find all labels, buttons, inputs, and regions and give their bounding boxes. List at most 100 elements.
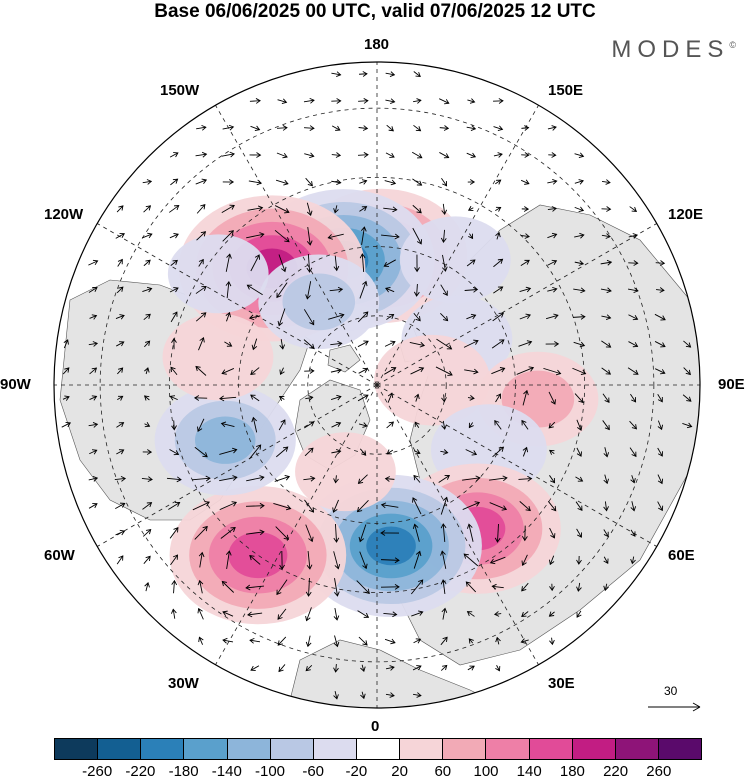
- wind-vector: [141, 476, 153, 483]
- wind-vector: [603, 556, 609, 565]
- wind-vector: [489, 475, 508, 482]
- wind-vector: [494, 523, 501, 543]
- wind-vector: [386, 124, 394, 132]
- wind-vector: [358, 98, 369, 104]
- wind-vector: [657, 501, 664, 512]
- wind-vector: [357, 311, 369, 323]
- wind-vector: [168, 502, 181, 510]
- wind-vector: [519, 286, 532, 293]
- wind-vector: [380, 530, 400, 536]
- wind-vector: [116, 286, 124, 294]
- wind-vector: [248, 314, 261, 321]
- wind-vector: [195, 365, 207, 376]
- wind-vector: [279, 367, 285, 376]
- colorbar-swatch: [141, 739, 185, 759]
- wind-vector: [330, 367, 342, 374]
- wind-vector: [333, 635, 340, 648]
- wind-vector: [386, 421, 395, 429]
- lon-label-180: 180: [364, 36, 390, 53]
- wind-vector: [520, 179, 530, 185]
- wind-vector: [220, 527, 236, 539]
- colorbar-swatch: [658, 739, 702, 759]
- wind-vector: [357, 394, 369, 402]
- colorbar-swatch: [529, 739, 573, 759]
- colorbar-ticks: -260 -220 -180 -140 -100 -60 -20 20 60 100 140 180 2…: [54, 763, 702, 781]
- wind-vector: [466, 523, 474, 542]
- wind-vector: [601, 340, 612, 348]
- wind-vector: [330, 394, 342, 401]
- wind-vector: [116, 341, 125, 347]
- wind-vector: [383, 259, 396, 267]
- meridian-line: [97, 223, 378, 386]
- wind-vector: [657, 394, 663, 403]
- wind-vector: [521, 582, 529, 592]
- wind-vector: [192, 501, 210, 511]
- colorbar-swatch: [227, 739, 271, 759]
- wind-vector: [521, 152, 530, 158]
- wind-vector: [489, 502, 508, 511]
- wind-vector: [303, 339, 315, 349]
- wind-vector: [225, 311, 231, 322]
- wind-vector: [440, 523, 447, 543]
- wind-vector: [465, 581, 477, 593]
- wind-vector: [196, 203, 206, 214]
- wind-vector: [197, 607, 204, 620]
- wind-vector: [440, 229, 447, 243]
- wind-vector: [88, 422, 99, 428]
- wind-vector: [249, 554, 261, 565]
- wind-vector: [356, 500, 369, 513]
- wind-vector: [195, 178, 208, 185]
- wind-vector: [547, 501, 557, 512]
- wind-vector: [331, 98, 342, 104]
- wind-vector: [574, 179, 584, 185]
- wind-vector: [467, 179, 476, 185]
- wind-vector: [494, 419, 502, 430]
- wind-vector: [491, 367, 506, 375]
- anomaly-cell: [162, 313, 274, 401]
- wind-vector: [655, 368, 666, 375]
- wind-vector: [385, 287, 395, 293]
- wind-vector: [225, 253, 232, 272]
- wind-vector: [221, 151, 235, 158]
- wind-vector: [657, 420, 664, 431]
- anomaly-contour: [228, 532, 288, 579]
- wind-vector: [115, 502, 126, 509]
- wind-vector: [520, 259, 530, 267]
- colorbar-tick-label: 20: [391, 763, 408, 780]
- wind-vector: [573, 287, 586, 294]
- wind-vector: [62, 395, 70, 401]
- wind-vector: [142, 449, 153, 455]
- wind-vector: [467, 205, 474, 211]
- wind-vector: [657, 474, 664, 485]
- wind-vector: [412, 178, 423, 186]
- wind-vector: [547, 206, 557, 212]
- wind-vector: [142, 502, 153, 510]
- wind-vector: [194, 446, 208, 458]
- anomaly-contour: [167, 234, 269, 314]
- colorbar-swatch: [572, 739, 616, 759]
- wind-vector: [518, 340, 533, 347]
- anomaly-cell: [258, 254, 380, 350]
- wind-vector: [466, 152, 477, 158]
- colorbar-swatch: [270, 739, 314, 759]
- wind-vector: [224, 341, 233, 347]
- wind-vector: [468, 638, 474, 644]
- wind-vector: [333, 523, 340, 543]
- wind-vector: [197, 579, 204, 594]
- wind-vector: [627, 367, 639, 375]
- anomaly-contour: [282, 273, 356, 331]
- wind-vector: [630, 501, 637, 512]
- anomaly-cell: [169, 485, 347, 625]
- wind-vector: [360, 664, 366, 673]
- wind-vector: [682, 422, 693, 429]
- wind-vector: [171, 608, 177, 619]
- wind-vector: [116, 422, 125, 428]
- wind-vector: [521, 554, 528, 566]
- wind-vector: [115, 529, 126, 536]
- wind-vector: [413, 550, 422, 569]
- wind-vector: [357, 610, 370, 618]
- colorbar-swatch: [98, 739, 142, 759]
- wind-vector: [521, 125, 530, 131]
- wind-vector: [305, 577, 312, 597]
- wind-vector: [521, 419, 529, 430]
